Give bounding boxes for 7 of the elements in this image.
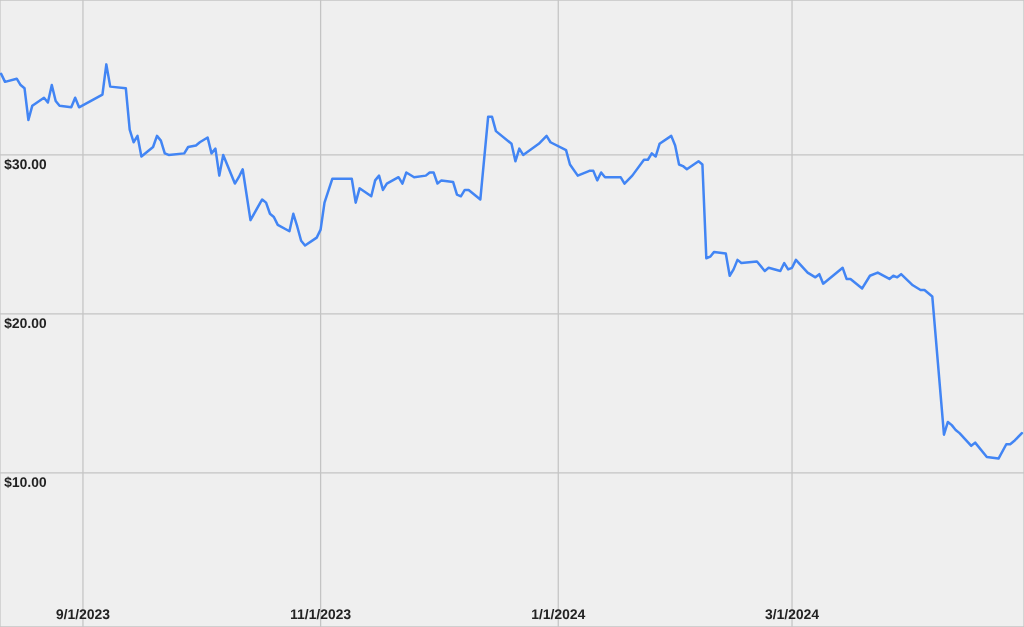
x-tick-label: 9/1/2023 bbox=[56, 608, 110, 620]
y-tick-label: $20.00 bbox=[4, 317, 47, 329]
y-tick-label: $30.00 bbox=[4, 158, 47, 171]
x-tick-label: 3/1/2024 bbox=[765, 608, 819, 620]
x-tick-label: 1/1/2024 bbox=[532, 608, 586, 620]
y-tick-label: $10.00 bbox=[4, 476, 47, 488]
x-tick-label: 11/1/2023 bbox=[290, 608, 351, 620]
